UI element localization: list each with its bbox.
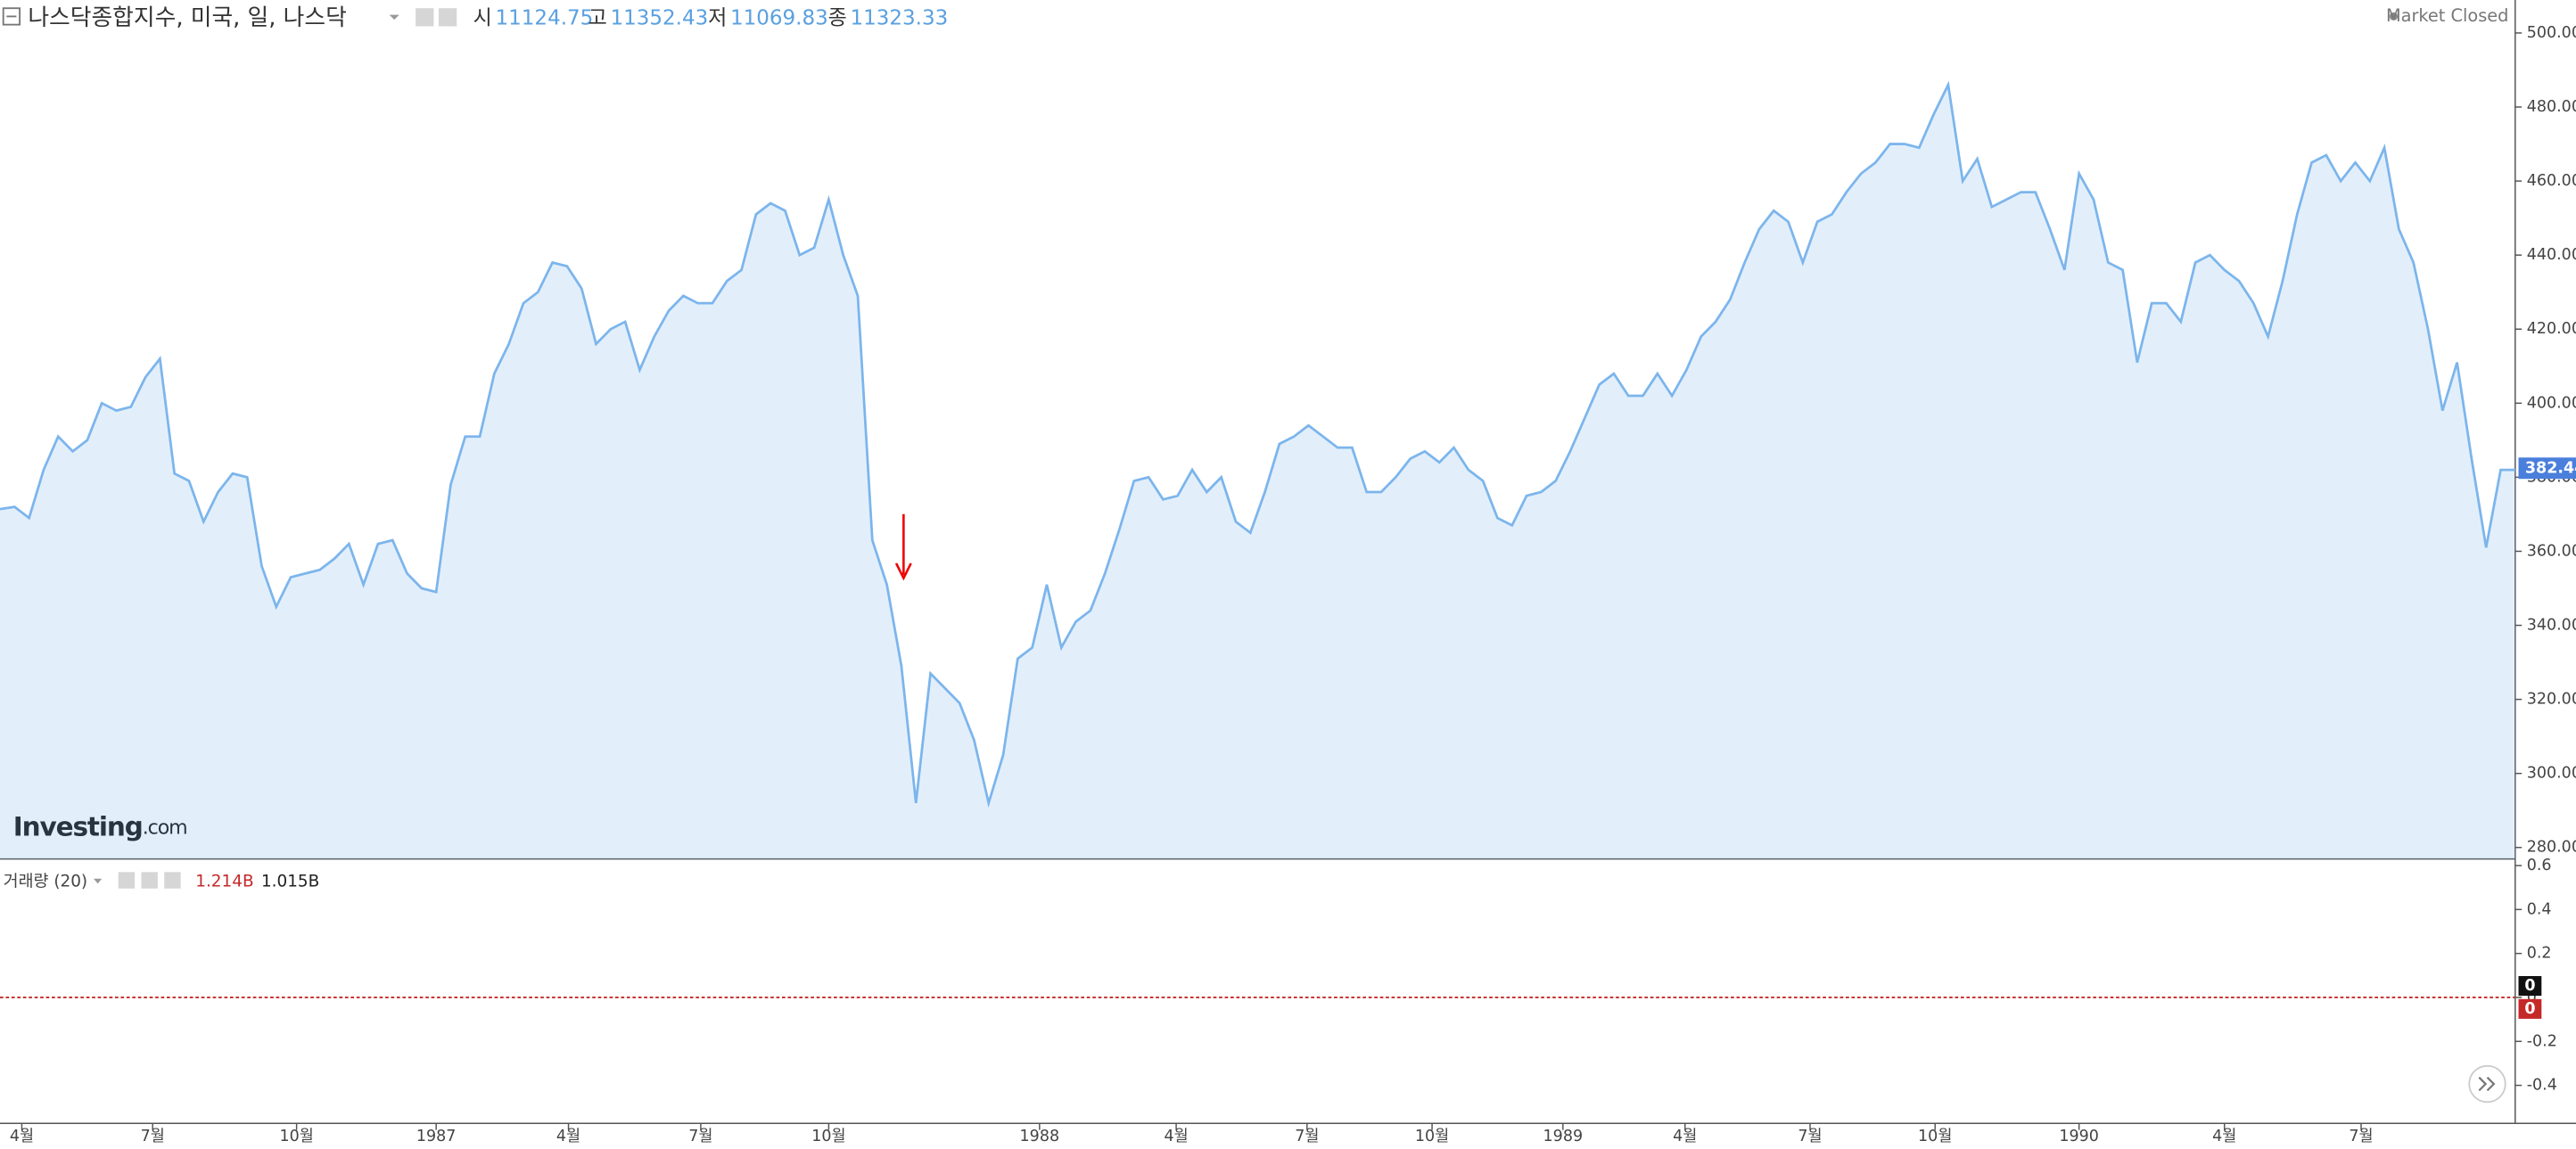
y-tick-label: 460.00 [2527, 172, 2576, 190]
last-value-label: 382.44 [2525, 459, 2576, 477]
logo-main: Investing [13, 811, 143, 841]
y-tick-label: -0.2 [2527, 1032, 2557, 1050]
ohlc-label: 종 [828, 6, 847, 29]
x-tick-label: 1988 [1020, 1128, 1060, 1145]
x-tick-label: 7월 [141, 1128, 165, 1145]
indicator-icon[interactable] [118, 872, 136, 889]
ohlc-label: 시 [473, 6, 492, 29]
y-tick-label: 0.4 [2527, 900, 2552, 918]
y-tick-label: 280.00 [2527, 839, 2576, 857]
indicator-title: 거래량 (20) [4, 872, 87, 890]
settings-icon[interactable] [416, 8, 434, 27]
x-tick-label: 7월 [1295, 1128, 1319, 1145]
y-tick-label: 0.2 [2527, 945, 2552, 963]
y-tick-label: -0.4 [2527, 1077, 2557, 1095]
y-tick-label: 480.00 [2527, 98, 2576, 116]
y-tick-label: 500.00 [2527, 24, 2576, 42]
scroll-button[interactable] [2468, 1064, 2506, 1104]
scroll-icon [2478, 1076, 2496, 1092]
ohlc-value: 11124.75 [496, 6, 594, 29]
y-tick-label: 420.00 [2527, 320, 2576, 338]
x-tick-label: 4월 [1164, 1128, 1188, 1145]
x-tick-label: 4월 [2212, 1128, 2236, 1145]
x-tick-label: 10월 [1918, 1128, 1952, 1145]
ohlc-value: 11323.33 [850, 6, 948, 29]
x-tick-label: 1987 [416, 1128, 457, 1145]
x-tick-label: 7월 [1798, 1128, 1822, 1145]
x-tick-label: 10월 [811, 1128, 845, 1145]
logo-suffix: .com [143, 816, 187, 839]
dropdown-caret[interactable] [94, 878, 103, 884]
price-line [0, 80, 2515, 808]
status-dot [2389, 12, 2399, 21]
ohlc-label: 고 [588, 6, 607, 29]
ohlc-value: 11069.83 [730, 6, 828, 29]
y-tick-label: 0.6 [2527, 857, 2552, 874]
dropdown-caret[interactable] [389, 14, 399, 21]
ohlc-readout: 종 11323.33 [828, 6, 949, 29]
ohlc-readout: 시 11124.75 [473, 6, 594, 29]
x-tick-label: 1989 [1543, 1128, 1584, 1145]
ohlc-readout: 저 11069.83 [708, 6, 828, 29]
y-tick-label: 400.00 [2527, 394, 2576, 412]
indicator-readout: 1.214B [195, 872, 253, 890]
level-label: 0 [2524, 977, 2535, 995]
y-tick-label: 340.00 [2527, 617, 2576, 635]
x-tick-label: 4월 [556, 1128, 580, 1145]
y-tick-label: 360.00 [2527, 542, 2576, 560]
x-tick-label: 4월 [10, 1128, 34, 1145]
chart-title: 나스닥종합지수, 미국, 일, 나스닥 [28, 4, 347, 31]
ohlc-readout: 고 11352.43 [588, 6, 709, 29]
area-fill [0, 85, 2515, 859]
annotation-arrow-head [894, 562, 912, 581]
level-label: 0 [2524, 1000, 2535, 1018]
indicator-icon[interactable] [141, 872, 158, 889]
x-tick-label: 4월 [1673, 1128, 1697, 1145]
market-status: Market Closed [2386, 5, 2509, 26]
x-tick-label: 7월 [688, 1128, 712, 1145]
logo: Investing.com [13, 811, 187, 841]
collapse-icon[interactable] [2, 7, 21, 26]
x-tick-label: 10월 [1415, 1128, 1449, 1145]
y-tick-label: 300.00 [2527, 765, 2576, 783]
indicator-readout: 1.015B [261, 872, 319, 890]
y-tick-label: 0 [2527, 989, 2537, 1006]
y-tick-label: 440.00 [2527, 246, 2576, 264]
x-tick-label: 7월 [2349, 1128, 2373, 1145]
y-tick-label: 320.00 [2527, 691, 2576, 709]
x-tick-label: 1990 [2059, 1128, 2099, 1145]
level-badge [2518, 998, 2542, 1019]
ohlc-value: 11352.43 [610, 6, 708, 29]
x-tick-label: 10월 [279, 1128, 313, 1145]
indicator-close[interactable] [164, 872, 181, 889]
settings-icon[interactable] [438, 8, 457, 27]
ohlc-label: 저 [708, 6, 727, 29]
level-badge [2518, 976, 2542, 997]
last-value-badge [2518, 457, 2576, 480]
